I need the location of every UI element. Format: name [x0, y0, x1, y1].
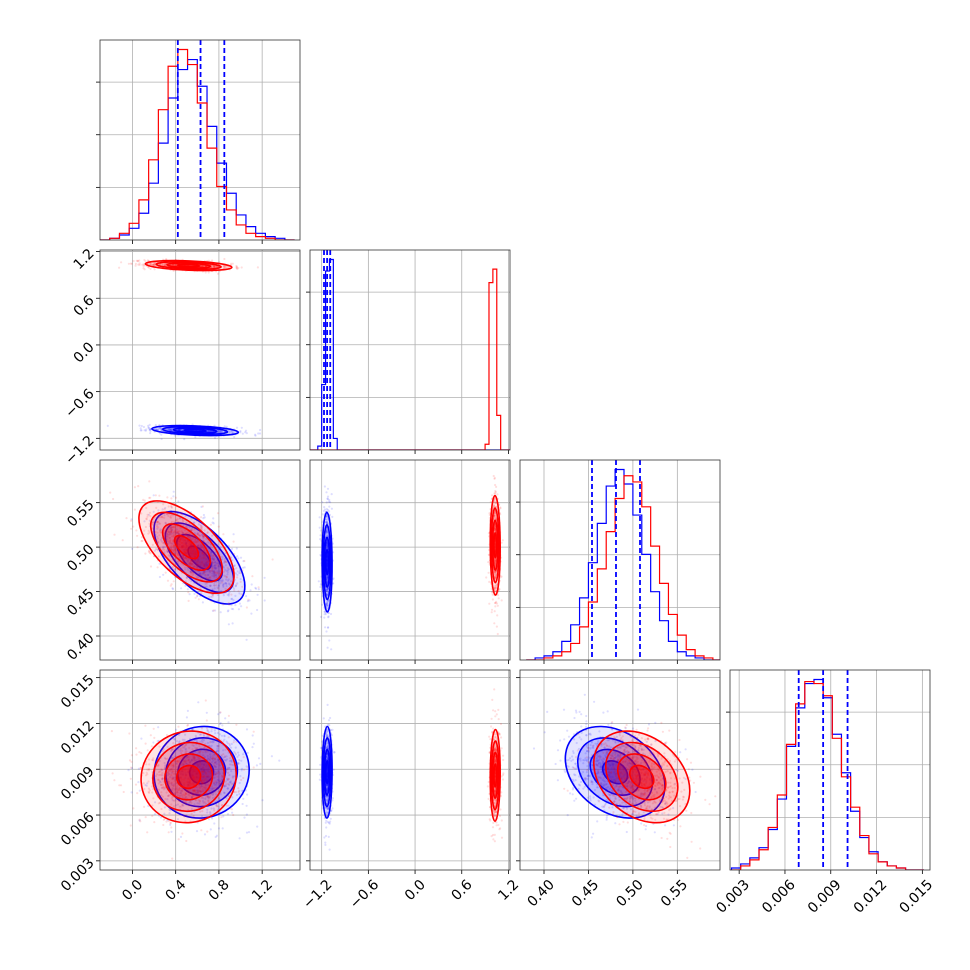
x-tick-label: 0.003 [713, 877, 753, 917]
panel-frame [99, 39, 301, 241]
x-tick-label: 0.009 [805, 877, 845, 917]
panel-frame [309, 249, 511, 451]
x-tick-label: 0.50 [613, 877, 646, 910]
y-tick-label: −0.6 [62, 386, 97, 421]
contour-series-1 [491, 519, 499, 572]
scatter-panel-3-1 [306, 669, 511, 874]
contour-series-1 [175, 764, 202, 790]
scatter-panel-3-0 [96, 669, 301, 874]
contour-series-1 [164, 753, 214, 801]
contour-series-0 [576, 737, 654, 808]
y-tick-label: 0.0 [71, 339, 98, 366]
histogram-step-series-1 [100, 48, 295, 240]
histogram-step-series-1 [731, 680, 924, 870]
histogram-step-series-0 [730, 678, 924, 870]
x-tick-label: 0.4 [162, 877, 189, 904]
x-tick-label: −1.2 [300, 877, 335, 912]
contour-series-1 [628, 764, 655, 790]
contour-series-1 [140, 730, 238, 824]
y-tick-label: 0.009 [58, 764, 98, 804]
contour-series-1 [491, 751, 499, 800]
contour-series-1 [161, 523, 212, 572]
contour-series-1 [604, 741, 679, 813]
contour-series-1 [616, 753, 667, 801]
y-tick-label: 0.006 [58, 809, 98, 849]
y-tick-label: 1.2 [71, 246, 98, 273]
contour-series-0 [564, 725, 666, 819]
contour-series-0 [325, 548, 330, 576]
contour-series-0 [589, 748, 641, 796]
contour-series-1 [493, 763, 498, 788]
panel-frame [99, 669, 301, 871]
histogram-step-series-1 [526, 475, 720, 660]
y-tick-label: 0.012 [58, 718, 98, 758]
y-tick-label: 0.003 [58, 855, 98, 895]
x-tick-label: 0.55 [658, 877, 691, 910]
y-tick-label: 0.55 [64, 497, 97, 530]
scatter-panel-2-0 [96, 459, 301, 664]
contour-series-0 [323, 748, 331, 796]
x-tick-label: 0.006 [759, 877, 799, 917]
hist-panel-3 [726, 669, 931, 874]
contour-series-0 [325, 760, 330, 785]
y-tick-label: 0.015 [58, 672, 98, 712]
hist-panel-0 [96, 39, 301, 244]
scatter-panel-3-2 [516, 669, 721, 874]
x-tick-label: 0.0 [119, 877, 146, 904]
panel-frame [309, 669, 511, 871]
contour-series-1 [138, 500, 235, 595]
x-tick-label: −0.6 [347, 877, 382, 912]
contour-series-1 [592, 730, 691, 824]
x-tick-label: 1.2 [249, 877, 276, 904]
contour-series-1 [150, 511, 223, 583]
panel-frame [99, 249, 301, 451]
contour-series-1 [177, 263, 201, 268]
panel-frame [519, 459, 721, 661]
histogram-step-series-0 [310, 258, 510, 450]
x-tick-label: 0.015 [897, 877, 937, 917]
y-tick-label: 0.40 [64, 630, 97, 663]
contour-series-0 [323, 536, 331, 588]
x-tick-label: 0.012 [851, 877, 891, 917]
x-tick-label: 0.6 [449, 877, 476, 904]
scatter-points-series-1 [563, 721, 717, 860]
hist-panel-1 [306, 249, 511, 454]
contour-series-0 [183, 428, 207, 433]
scatter-points-series-1 [109, 480, 274, 612]
contour-series-0 [153, 510, 246, 605]
x-tick-label: 0.40 [524, 877, 557, 910]
y-tick-label: −1.2 [62, 433, 97, 468]
contour-series-1 [173, 534, 200, 560]
scatter-panel-2-1 [306, 459, 511, 664]
x-tick-label: 0.8 [206, 877, 233, 904]
x-tick-label: 0.0 [402, 877, 429, 904]
panel-frame [99, 459, 301, 661]
y-tick-label: 0.6 [71, 293, 98, 320]
panel-frame [519, 669, 721, 871]
scatter-panel-1-0 [96, 249, 301, 454]
panel-frame [729, 669, 931, 871]
contour-series-0 [187, 545, 212, 571]
y-tick-label: 0.50 [64, 541, 97, 574]
y-tick-label: 0.45 [64, 586, 97, 619]
contour-series-0 [177, 748, 227, 796]
panel-frame [309, 459, 511, 661]
x-tick-label: 1.2 [495, 877, 522, 904]
x-tick-label: 0.45 [569, 877, 602, 910]
histogram-step-series-1 [310, 268, 510, 450]
contour-series-1 [493, 532, 498, 559]
hist-panel-2 [516, 459, 721, 664]
